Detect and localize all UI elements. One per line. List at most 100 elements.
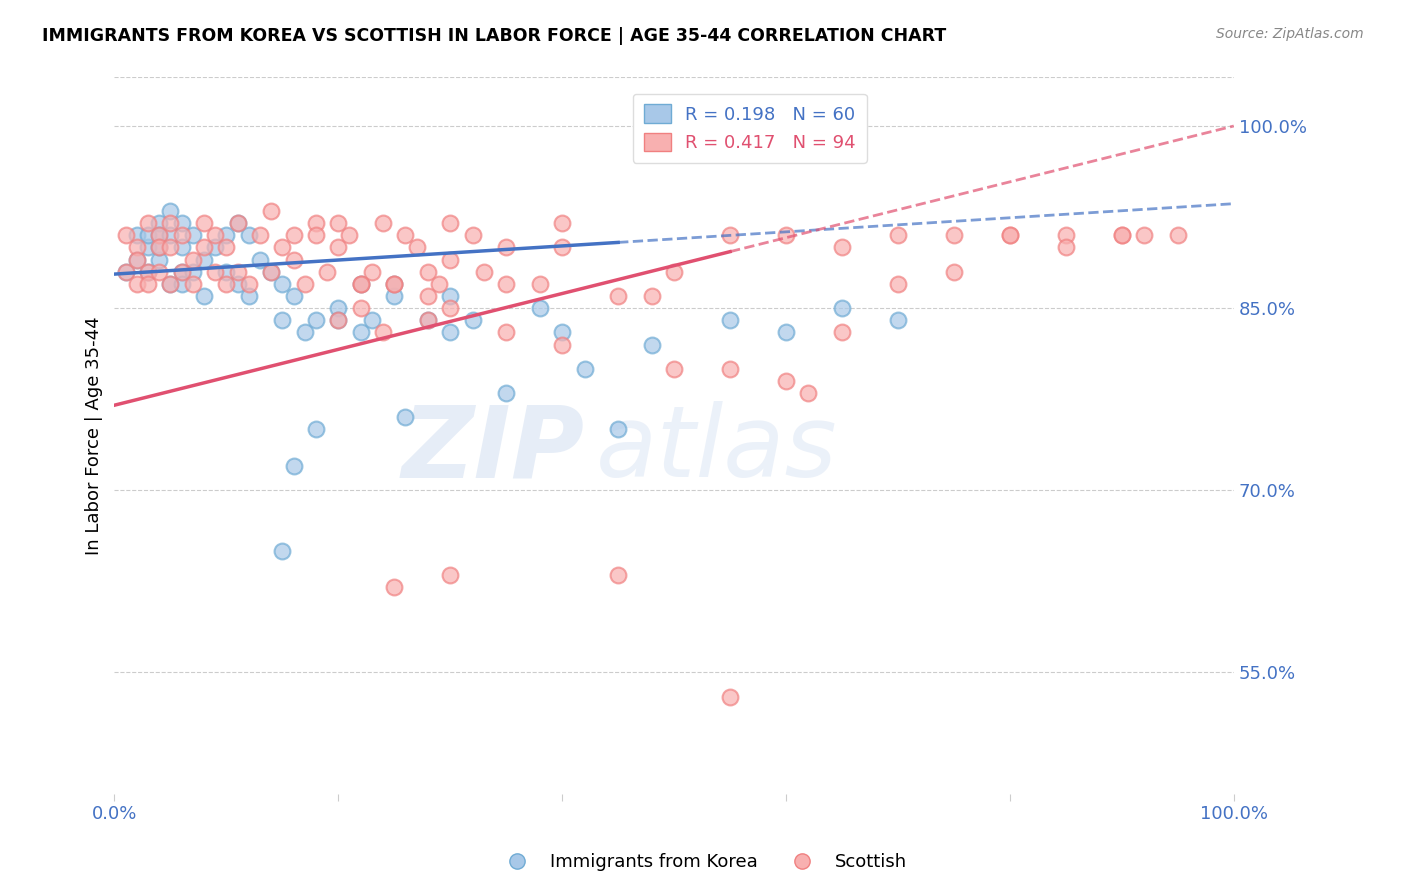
Point [775,326,797,340]
Text: IMMIGRANTS FROM KOREA VS SCOTTISH IN LABOR FORCE | AGE 35-44 CORRELATION CHART: IMMIGRANTS FROM KOREA VS SCOTTISH IN LAB… [42,27,946,45]
Point [1133,228,1156,243]
Point [439,252,461,267]
Point [775,374,797,388]
Point [439,326,461,340]
Point [226,216,249,230]
Point [271,313,294,327]
Point [1111,228,1133,243]
Point [249,252,271,267]
Point [148,265,170,279]
Point [148,252,170,267]
Point [328,313,350,327]
Point [226,277,249,291]
Point [1054,228,1077,243]
Point [148,228,170,243]
Point [405,240,427,254]
Point [193,289,215,303]
Point [718,228,741,243]
Point [607,568,630,582]
Point [382,580,405,594]
Point [148,240,170,254]
Point [350,277,373,291]
Point [294,277,316,291]
Point [226,265,249,279]
Point [136,265,159,279]
Point [204,240,226,254]
Point [416,289,439,303]
Point [328,313,350,327]
Point [136,277,159,291]
Point [136,228,159,243]
Point [551,326,574,340]
Text: Source: ZipAtlas.com: Source: ZipAtlas.com [1216,27,1364,41]
Point [170,265,193,279]
Point [215,277,238,291]
Point [170,216,193,230]
Point [998,228,1021,243]
Point [294,326,316,340]
Point [181,277,204,291]
Point [662,361,685,376]
Point [551,240,574,254]
Point [382,277,405,291]
Point [283,228,305,243]
Point [125,252,148,267]
Point [114,228,136,243]
Point [718,361,741,376]
Point [125,277,148,291]
Point [148,216,170,230]
Point [551,216,574,230]
Text: atlas: atlas [596,401,838,499]
Point [204,228,226,243]
Point [394,228,416,243]
Point [181,228,204,243]
Point [125,228,148,243]
Point [204,265,226,279]
Point [1111,228,1133,243]
Point [328,301,350,315]
Point [394,410,416,425]
Point [283,458,305,473]
Point [260,204,283,219]
Legend: R = 0.198   N = 60, R = 0.417   N = 94: R = 0.198 N = 60, R = 0.417 N = 94 [633,94,866,163]
Point [529,277,551,291]
Point [439,216,461,230]
Point [260,265,283,279]
Point [238,228,260,243]
Point [495,386,517,401]
Point [607,422,630,436]
Point [350,301,373,315]
Point [551,337,574,351]
Point [125,240,148,254]
Point [461,228,484,243]
Point [283,252,305,267]
Point [641,337,664,351]
Point [170,240,193,254]
Point [215,240,238,254]
Point [283,289,305,303]
Point [193,216,215,230]
Point [148,240,170,254]
Point [238,277,260,291]
Point [159,204,181,219]
Point [148,228,170,243]
Point [718,690,741,704]
Point [305,216,328,230]
Point [181,265,204,279]
Point [371,216,394,230]
Point [371,326,394,340]
Point [382,277,405,291]
Point [271,277,294,291]
Point [238,289,260,303]
Point [472,265,495,279]
Point [416,265,439,279]
Point [271,240,294,254]
Point [718,313,741,327]
Point [382,289,405,303]
Point [887,277,910,291]
Point [416,313,439,327]
Point [797,386,820,401]
Point [831,240,853,254]
Point [831,301,853,315]
Point [114,265,136,279]
